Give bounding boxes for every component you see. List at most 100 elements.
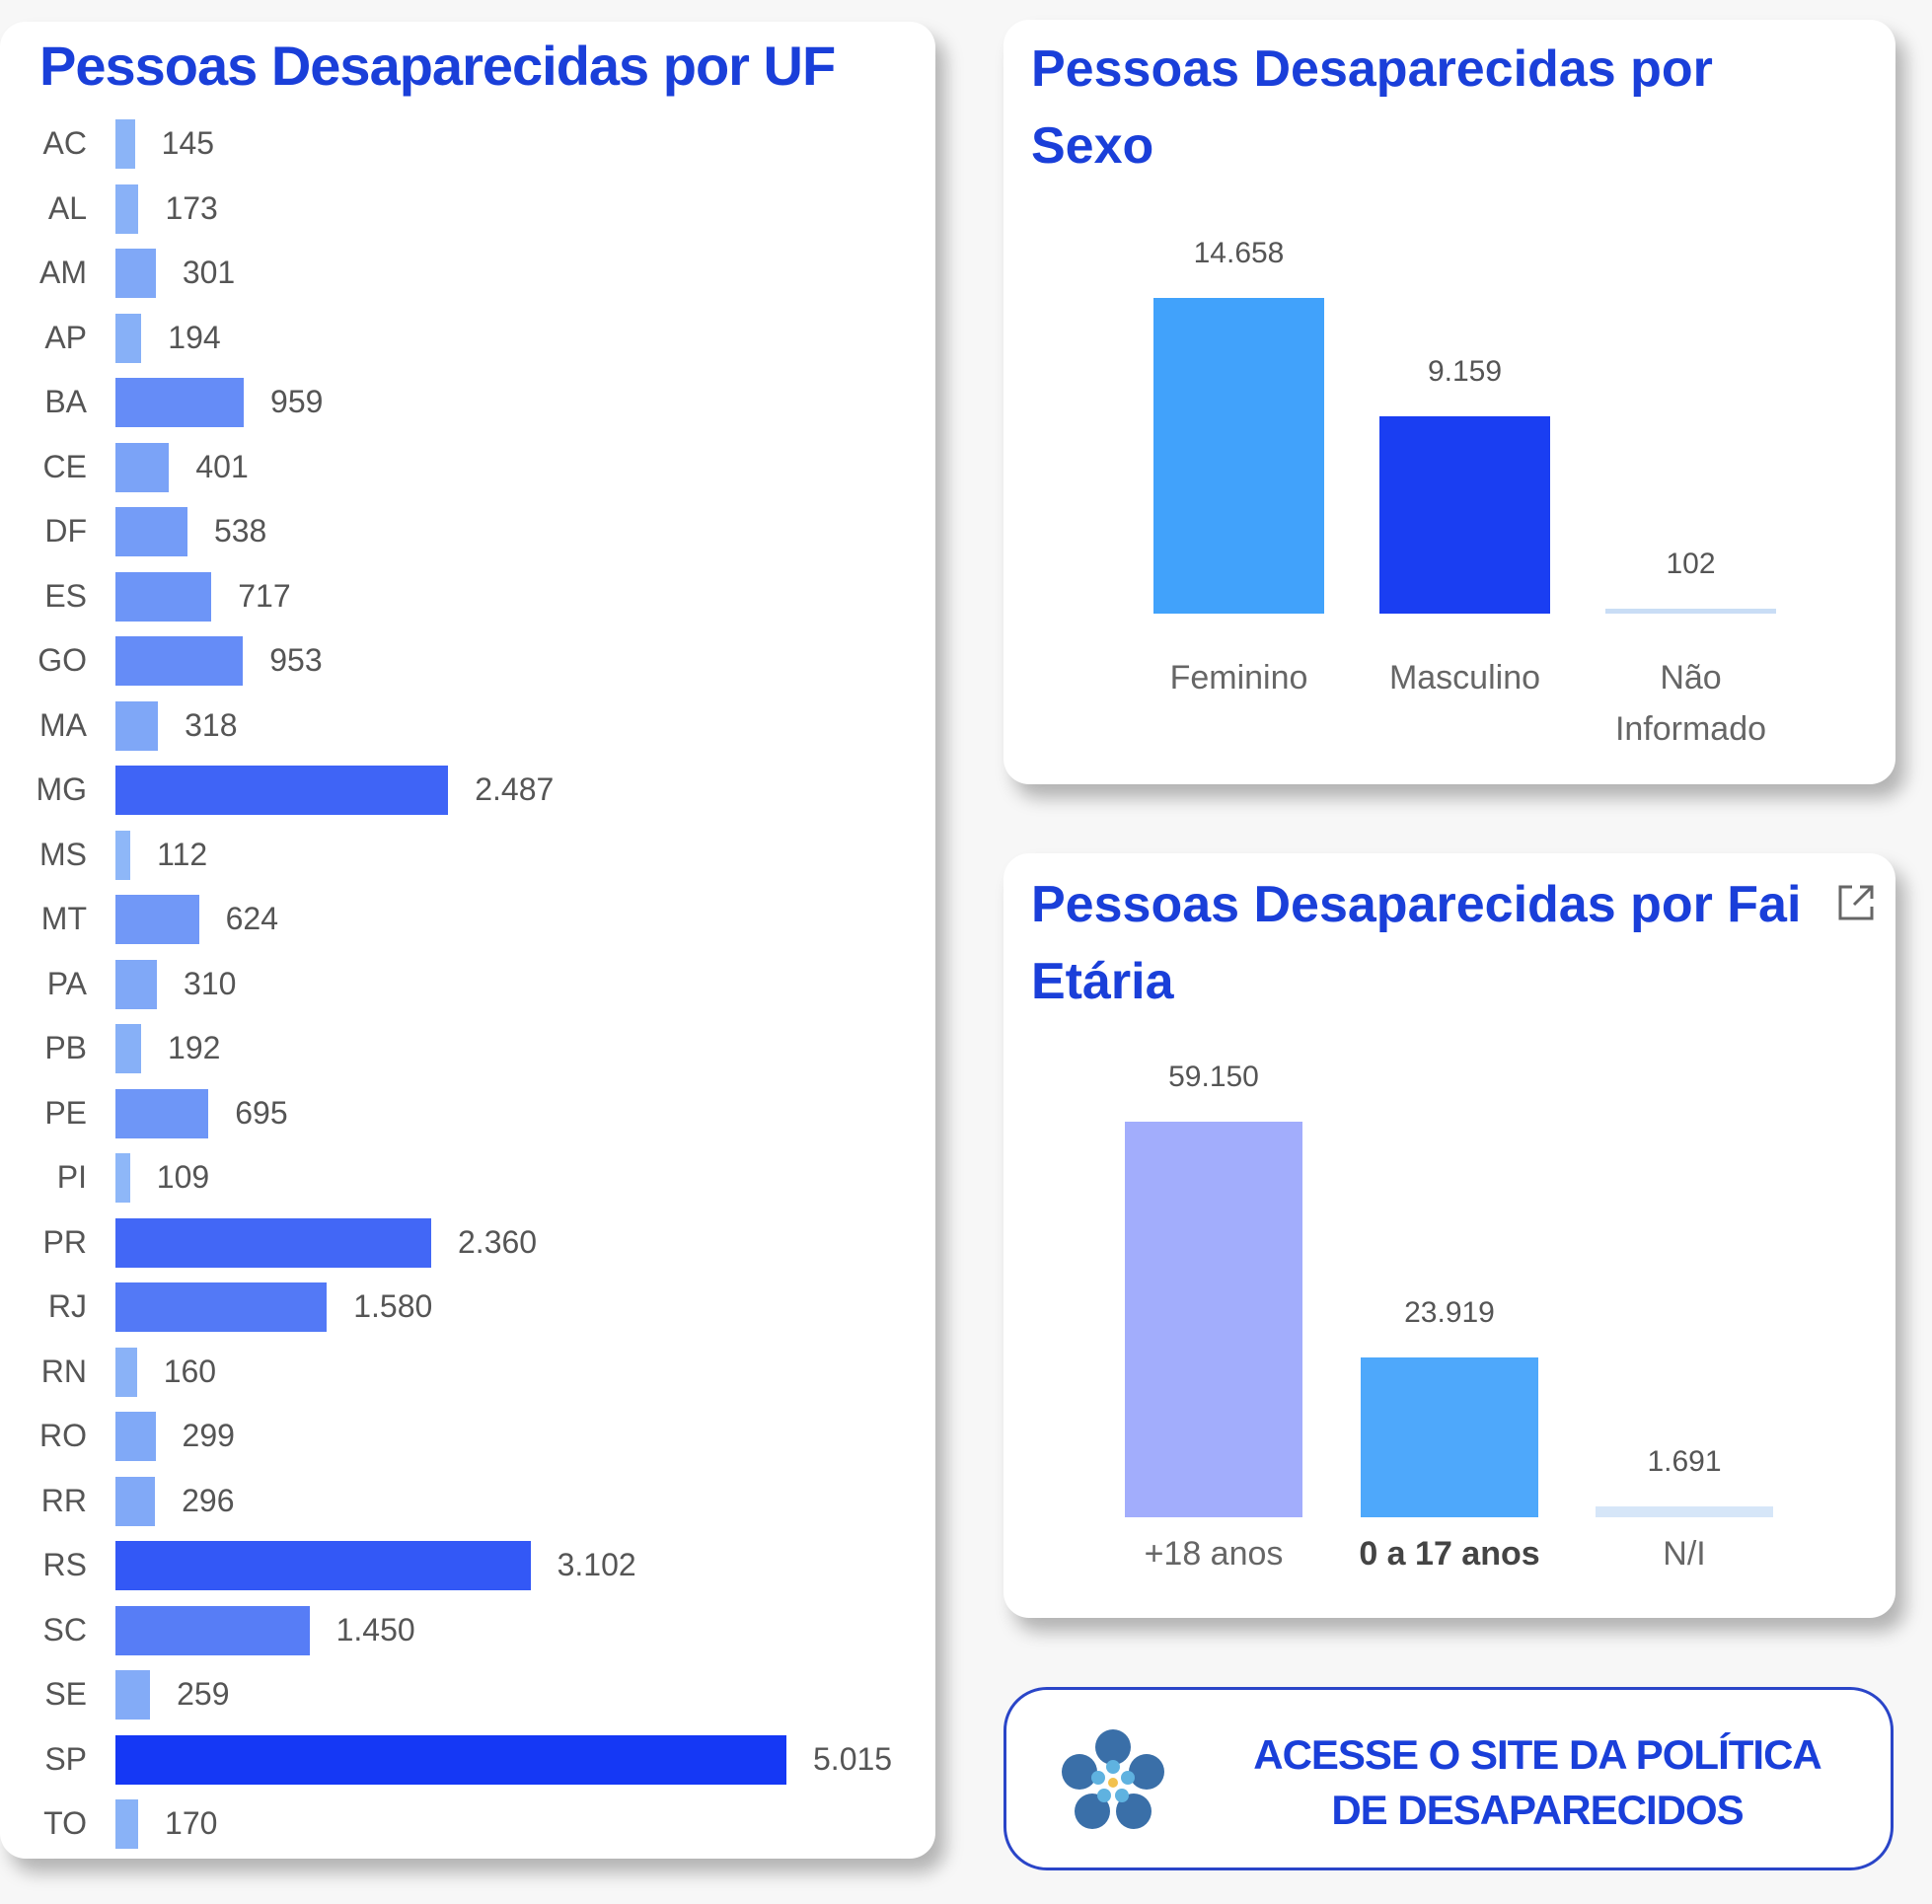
age-chart-title-line1: Pessoas Desaparecidas por Fai (1031, 876, 1802, 933)
uf-value-label: 109 (156, 1159, 210, 1195)
uf-category-label: GO (37, 642, 87, 678)
uf-value-label: 192 (168, 1030, 221, 1065)
age-layer-bar (1125, 1122, 1302, 1517)
uf-category-label: PI (56, 1159, 87, 1195)
age-layer-category-label: +18 anos (1144, 1535, 1284, 1573)
uf-bar (115, 1088, 209, 1138)
uf-bar (115, 1541, 531, 1590)
sex-layer-category-label: Informado (1614, 710, 1767, 748)
uf-bar (115, 1799, 139, 1849)
uf-category-label: MT (40, 901, 87, 936)
sex-layer-category-label: Masculino (1388, 659, 1541, 696)
uf-category-label: CE (42, 448, 87, 484)
uf-bar (115, 700, 159, 751)
uf-value-label: 959 (270, 384, 324, 419)
uf-bar (115, 895, 199, 944)
sex-layer-bar (1605, 609, 1776, 614)
uf-value-label: 5.015 (813, 1740, 893, 1777)
uf-category-label: SE (44, 1676, 87, 1712)
uf-category-label: RJ (47, 1288, 87, 1324)
age-layer-value-label: 1.691 (1647, 1444, 1722, 1478)
uf-value-label: 160 (163, 1353, 217, 1389)
sex-layer-category-label: Não (1660, 659, 1722, 696)
uf-bar (115, 183, 139, 234)
age-layer-category-label: 0 a 17 anos (1359, 1535, 1540, 1573)
uf-bar (115, 1670, 151, 1720)
uf-category-label: AC (42, 125, 87, 161)
uf-category-label: RR (40, 1482, 87, 1518)
uf-bar (115, 313, 142, 363)
sex-chart-title-line2: Sexo (1031, 117, 1154, 175)
uf-bar (115, 1476, 156, 1526)
uf-category-label: RO (39, 1418, 87, 1453)
sex-layer-bar (1153, 298, 1324, 614)
uf-category-label: PB (44, 1030, 87, 1065)
uf-value-label: 194 (168, 319, 221, 355)
uf-category-label: PE (44, 1094, 87, 1131)
uf-bar (115, 1412, 156, 1461)
uf-category-label: DF (44, 513, 87, 549)
age-chart-title-line2: Etária (1031, 953, 1174, 1010)
uf-bar (115, 119, 135, 169)
sex-layer-value-label: 102 (1666, 548, 1716, 580)
focus-mode-icon[interactable] (1834, 881, 1878, 924)
uf-category-label: SP (44, 1740, 87, 1777)
uf-category-label: AP (44, 319, 87, 355)
uf-chart-title: Pessoas Desaparecidas por UF (39, 35, 836, 97)
uf-value-label: 624 (225, 901, 278, 936)
uf-category-label: MG (36, 771, 87, 807)
politica-desaparecidos-link-button[interactable]: ACESSE O SITE DA POLÍTICA DE DESAPARECID… (1003, 1687, 1894, 1870)
uf-bar (115, 1217, 431, 1268)
uf-category-label: TO (43, 1805, 87, 1841)
uf-value-label: 310 (184, 965, 237, 1001)
uf-bar (115, 1347, 137, 1397)
uf-bar (115, 1153, 130, 1203)
uf-category-label: ES (44, 577, 87, 614)
uf-value-label: 3.102 (557, 1547, 636, 1582)
uf-value-label: 953 (269, 642, 323, 678)
age-layer-bar (1361, 1356, 1538, 1517)
uf-value-label: 145 (161, 125, 215, 161)
uf-bar (115, 1605, 310, 1655)
uf-bar (115, 766, 449, 815)
uf-bar (115, 959, 158, 1009)
sex-chart-card: Pessoas Desaparecidas por Sexo (1003, 20, 1895, 784)
uf-bar (115, 830, 131, 880)
uf-category-label: SC (42, 1611, 87, 1648)
uf-bar (115, 378, 245, 427)
uf-value-label: 296 (182, 1482, 235, 1518)
uf-value-label: 318 (185, 706, 238, 743)
uf-category-label: AM (39, 255, 87, 290)
link-button-line1: ACESSE O SITE DA POLÍTICA (1253, 1731, 1822, 1778)
uf-category-label: AL (47, 189, 87, 226)
uf-category-label: MS (39, 836, 87, 872)
uf-value-label: 259 (177, 1676, 230, 1712)
sex-layer-bar (1379, 416, 1550, 614)
uf-value-label: 1.580 (353, 1288, 433, 1324)
uf-value-label: 1.450 (335, 1611, 415, 1648)
uf-value-label: 301 (182, 255, 236, 290)
uf-value-label: 112 (157, 836, 208, 872)
uf-category-label: PA (46, 965, 87, 1001)
uf-bar (115, 442, 170, 492)
age-layer-bar (1596, 1505, 1773, 1517)
uf-value-label: 299 (182, 1418, 235, 1453)
age-layer-category-label: N/I (1663, 1535, 1706, 1573)
uf-bar (115, 571, 212, 622)
uf-category-label: BA (44, 384, 87, 419)
link-button-line2: DE DESAPARECIDOS (1331, 1787, 1744, 1833)
uf-bar (115, 1024, 142, 1073)
sex-layer-value-label: 14.658 (1193, 237, 1285, 269)
uf-category-label: MA (39, 706, 87, 743)
uf-value-label: 695 (235, 1094, 288, 1131)
sex-chart-title-line1: Pessoas Desaparecidas por (1031, 40, 1713, 98)
uf-value-label: 401 (195, 448, 249, 484)
uf-category-label: RN (40, 1353, 87, 1389)
age-layer-value-label: 23.919 (1404, 1295, 1495, 1329)
uf-category-label: PR (42, 1223, 87, 1260)
uf-value-label: 538 (213, 513, 267, 549)
uf-bar (115, 249, 156, 298)
sex-layer-category-label: Feminino (1169, 659, 1308, 696)
flower-logo-icon (1062, 1729, 1164, 1829)
uf-bar (115, 636, 244, 686)
